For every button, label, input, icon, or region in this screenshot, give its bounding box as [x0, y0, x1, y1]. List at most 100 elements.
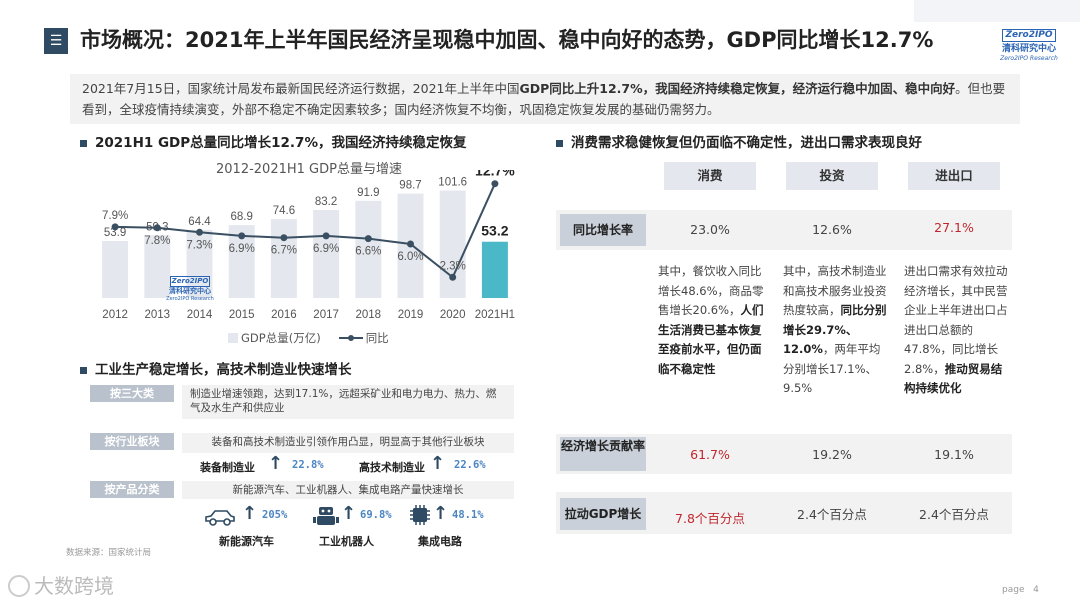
product-label-chip: 集成电路	[418, 535, 462, 548]
industry-text-product: 新能源汽车、工业机器人、集成电路产量快速增长	[182, 481, 514, 499]
growth-label: 6.0%	[397, 251, 423, 263]
x-tick-label: 2016	[271, 309, 297, 321]
product-label-ev: 新能源汽车	[219, 535, 274, 548]
legend-line-label: 同比	[365, 331, 389, 345]
growth-line	[115, 183, 496, 279]
x-tick-label: 2013	[145, 309, 171, 321]
arrow-up-icon: ↑	[268, 453, 284, 474]
logo-en: Zero2IPO Research	[1000, 55, 1058, 62]
growth-point	[196, 228, 203, 236]
gdp-bar	[355, 200, 382, 298]
product-value-chip: 48.1%	[452, 509, 484, 521]
growth-label: 6.6%	[355, 246, 381, 258]
product-value-robot: 69.8%	[360, 509, 392, 521]
chart-legend: GDP总量(万亿) 同比	[228, 330, 389, 346]
brand-ring-icon	[8, 575, 30, 597]
intro-paragraph: 2021年7月15日，国家统计局发布最新国民经济运行数据，2021年上半年中国G…	[70, 74, 1020, 124]
tag-product: 按产品分类	[90, 481, 174, 498]
menu-icon[interactable]: ☰	[44, 28, 68, 54]
header-bar	[0, 0, 1080, 72]
arrow-up-icon: ↑	[341, 503, 357, 524]
watermark-brand: Zero2IPO	[169, 276, 211, 287]
gdp-bar	[481, 241, 508, 298]
gdp-bar-label: 53.2	[481, 223, 508, 239]
desc-consumption: 其中，餐饮收入同比增长48.6%，商品零售增长20.6%，人们生活消费已基本恢复…	[658, 262, 764, 379]
section-title-gdp-text: 2021H1 GDP总量同比增长12.7%，我国经济持续稳定恢复	[95, 135, 467, 151]
desc-investment-tail: ，两年平均分别增长17.1%、9.5%	[783, 342, 881, 395]
gdp-bar	[102, 240, 129, 298]
page-number: page 4	[1002, 585, 1039, 595]
page-label: page	[1002, 585, 1025, 595]
section-title-industry-text: 工业生产稳定增长，高技术制造业快速增长	[95, 362, 352, 378]
growth-label: 12.7%	[475, 170, 515, 179]
col-header-consumption: 消费	[664, 162, 756, 190]
cell-pull-trade: 2.4个百分点	[919, 507, 989, 522]
cell-growth-trade: 27.1%	[934, 220, 974, 235]
tag-category: 按三大类	[90, 385, 174, 402]
car-icon	[205, 510, 235, 526]
watermark-cn: 清科研究中心	[169, 287, 211, 295]
growth-point	[238, 232, 246, 240]
col-header-trade: 进出口	[908, 162, 1000, 190]
chart-title: 2012-2021H1 GDP总量与增速	[216, 162, 402, 177]
chip-icon	[410, 505, 430, 525]
gdp-bar-label: 68.9	[231, 211, 253, 223]
desc-trade: 进出口需求有效拉动经济增长，其中民营企业上半年进出口占进出口总额的47.8%，同…	[904, 262, 1010, 399]
growth-point	[364, 235, 372, 243]
x-tick-label: 2012	[102, 309, 128, 321]
cell-contrib-consumption: 61.7%	[690, 447, 730, 462]
data-source: 数据来源：国家统计局	[66, 548, 152, 558]
gdp-bar	[144, 235, 171, 298]
row-label-growth: 同比增长率	[560, 214, 646, 246]
tag-sector: 按行业板块	[90, 433, 174, 450]
gdp-bar-label: 101.6	[438, 177, 467, 189]
arrow-up-icon: ↑	[430, 453, 446, 474]
cell-growth-investment: 12.6%	[812, 222, 852, 237]
logo-brand: Zero2IPO	[1002, 29, 1056, 42]
chart-watermark-logo: Zero2IPO 清科研究中心 Zero2IPO Research	[164, 268, 216, 302]
gdp-bar	[313, 210, 340, 298]
legend-line-swatch	[338, 335, 363, 341]
desc-investment-text: 其中，高技术制造业和高技术服务业投资热度较高，	[783, 264, 887, 317]
growth-label: 7.8%	[144, 235, 170, 247]
x-tick-label: 2021H1	[475, 309, 515, 321]
sector-label-hightech: 高技术制造业	[359, 461, 425, 474]
x-tick-label: 2014	[187, 309, 213, 321]
growth-label: 2.3%	[440, 260, 466, 272]
growth-point	[449, 273, 457, 281]
growth-label: 6.9%	[313, 243, 339, 255]
gdp-bar-label: 64.4	[188, 216, 211, 228]
growth-label: 7.3%	[186, 239, 212, 251]
legend-bar-swatch	[228, 333, 238, 343]
gdp-bar	[439, 190, 466, 298]
arrow-up-icon: ↑	[242, 503, 258, 524]
x-tick-label: 2019	[398, 309, 424, 321]
industry-text-category: 制造业增速领跑，达到17.1%，远超采矿业和电力电力、热力、燃气及水生产和供应业	[182, 385, 514, 419]
cell-contrib-trade: 19.1%	[934, 447, 974, 462]
desc-consumption-bold: 人们生活消费已基本恢复至疫前水平，但仍面临不稳定性	[658, 303, 764, 376]
industry-text-sector: 装备和高技术制造业引领作用凸显，明显高于其他行业板块	[182, 433, 514, 453]
cell-growth-consumption: 23.0%	[690, 222, 730, 237]
cell-pull-investment: 2.4个百分点	[797, 507, 867, 522]
growth-point	[280, 234, 288, 242]
growth-label: 6.7%	[271, 245, 297, 257]
desc-trade-text: 进出口需求有效拉动经济增长，其中民营企业上半年进出口占进出口总额的47.8%，同…	[904, 264, 1008, 376]
section-title-gdp: 2021H1 GDP总量同比增长12.7%，我国经济持续稳定恢复	[80, 131, 466, 151]
x-tick-label: 2017	[313, 309, 339, 321]
bullet-square-icon	[80, 366, 87, 374]
growth-point	[322, 232, 330, 240]
col-header-investment: 投资	[786, 162, 878, 190]
arrow-up-icon: ↑	[433, 503, 449, 524]
logo-cn: 清科研究中心	[1001, 44, 1056, 54]
gdp-bar-label: 83.2	[315, 196, 337, 208]
gdp-bar	[270, 219, 297, 298]
desc-investment-bold: 同比分别增长29.7%、12.0%	[783, 303, 887, 356]
sector-label-equipment: 装备制造业	[200, 461, 255, 474]
gdp-bar-label: 53.9	[104, 227, 126, 239]
page-title: 市场概况：2021年上半年国民经济呈现稳中加固、稳中向好的态势，GDP同比增长1…	[80, 28, 934, 52]
desc-trade-bold: 推动贸易结构持续优化	[904, 361, 1003, 396]
corner-decoration	[914, 0, 1080, 22]
industry-row-sector: 按行业板块 装备和高技术制造业引领作用凸显，明显高于其他行业板块	[90, 433, 514, 453]
desc-investment: 其中，高技术制造业和高技术服务业投资热度较高，同比分别增长29.7%、12.0%…	[783, 262, 889, 399]
section-title-demand-text: 消费需求稳健恢复但仍面临不确定性，进出口需求表现良好	[571, 135, 922, 151]
